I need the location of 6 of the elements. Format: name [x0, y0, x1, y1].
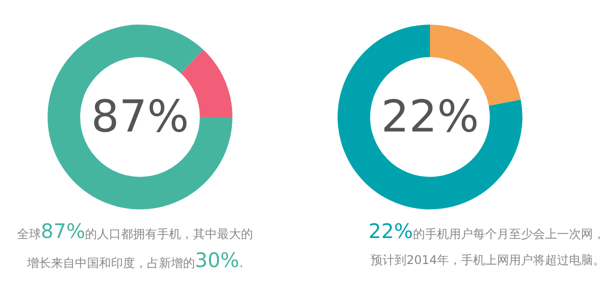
- text: 全球87%的人口都拥有手机，其中最大的: [16, 219, 254, 243]
- text: 87%: [91, 92, 189, 142]
- text: 22%: [381, 92, 479, 142]
- text: 22%的手机用户每个月至少会上一次网，: [368, 219, 605, 243]
- text: 增长来自中国和印度，占新增的30%.: [26, 248, 244, 272]
- text: 预计到2014年，手机上网用户将超过电脑。: [370, 253, 605, 267]
